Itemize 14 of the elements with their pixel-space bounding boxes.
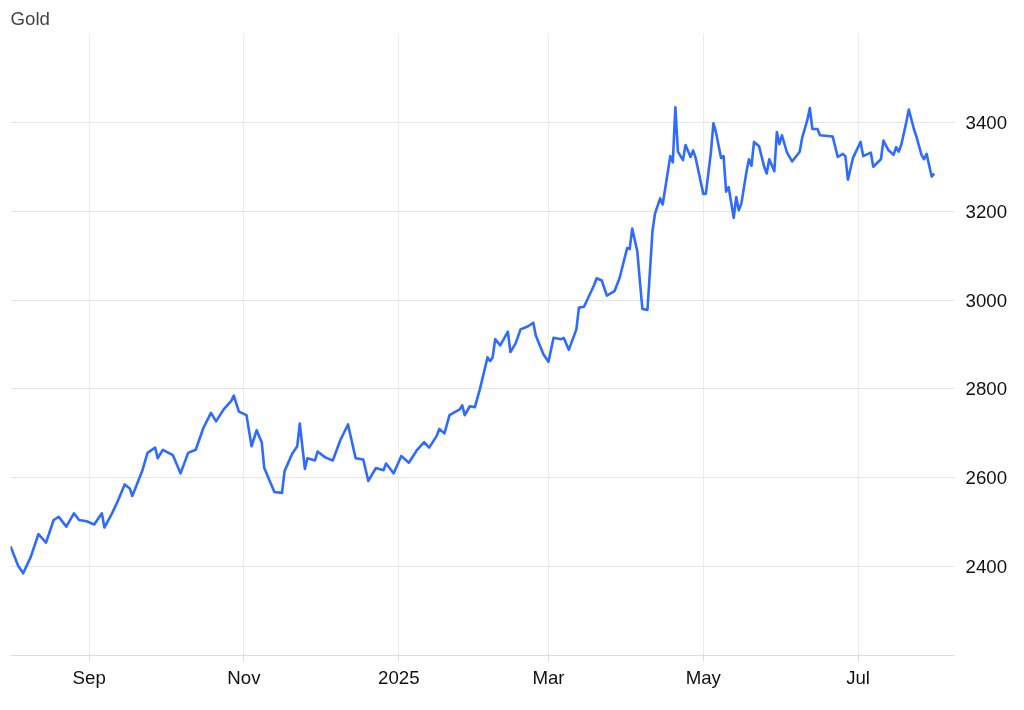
x-tick-label: Sep — [72, 666, 106, 688]
y-tick-label: 2800 — [965, 378, 1008, 400]
x-tick-label: 2025 — [378, 666, 420, 688]
line-series — [10, 105, 936, 575]
y-tick-label: 2400 — [965, 556, 1008, 578]
x-tick-label: May — [685, 666, 722, 688]
x-tick-label: Mar — [532, 666, 565, 688]
x-tick-label: Nov — [227, 666, 262, 688]
y-tick-label: 3000 — [965, 289, 1008, 311]
y-tick-label: 3200 — [965, 200, 1008, 222]
chart-title: Gold — [10, 7, 50, 29]
y-tick-label: 2600 — [965, 467, 1008, 489]
x-tick-label: Jul — [846, 666, 870, 688]
y-tick-label: 3400 — [965, 111, 1008, 133]
